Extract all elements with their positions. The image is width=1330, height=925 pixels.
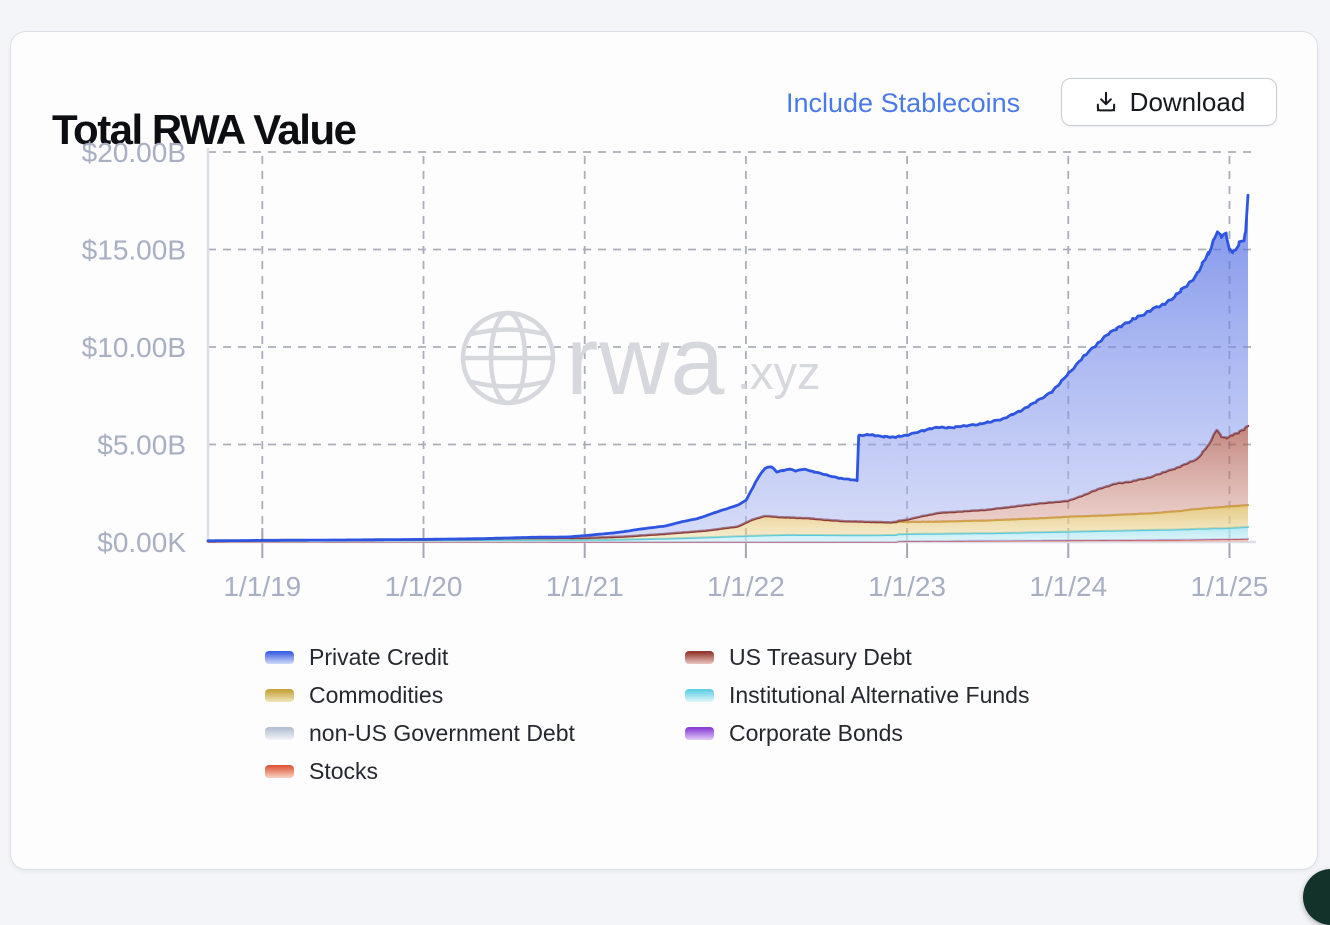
area-us_treasury_debt bbox=[208, 426, 1248, 541]
download-icon bbox=[1093, 89, 1119, 115]
x-axis-label: 1/1/22 bbox=[707, 571, 785, 602]
legend-item-corporate_bonds[interactable]: Corporate Bonds bbox=[685, 720, 1029, 747]
legend-item-non_us_government_debt[interactable]: non-US Government Debt bbox=[265, 720, 685, 747]
legend-label: Corporate Bonds bbox=[729, 719, 903, 746]
x-axis-label: 1/1/21 bbox=[546, 571, 624, 602]
area-private_credit bbox=[208, 195, 1248, 541]
line-private_credit bbox=[206, 193, 1250, 543]
legend-label: US Treasury Debt bbox=[729, 643, 912, 670]
area-institutional_alternative_funds bbox=[208, 526, 1248, 542]
y-axis-label: $10.00B bbox=[82, 332, 186, 363]
stacked-area-series bbox=[206, 193, 1250, 543]
legend-swatch-us_treasury_debt bbox=[685, 650, 714, 664]
include-stablecoins-link[interactable]: Include Stablecoins bbox=[786, 88, 1021, 118]
y-axis-label: $15.00B bbox=[82, 234, 186, 265]
legend-label: Private Credit bbox=[309, 643, 449, 670]
legend-item-stocks[interactable]: Stocks bbox=[265, 758, 685, 785]
x-axis-label: 1/1/24 bbox=[1029, 571, 1107, 602]
legend-item-us_treasury_debt[interactable]: US Treasury Debt bbox=[685, 644, 1029, 671]
legend-swatch-stocks bbox=[265, 764, 294, 778]
x-axis-label: 1/1/23 bbox=[868, 571, 946, 602]
legend-label: Institutional Alternative Funds bbox=[729, 681, 1030, 708]
watermark-text: rwa bbox=[566, 306, 725, 415]
download-button[interactable]: Download bbox=[1061, 78, 1277, 126]
x-axis-label: 1/1/25 bbox=[1191, 571, 1269, 602]
total-rwa-value-chart[interactable]: $0.00K $5.00B $10.00B $15.00B $20.00B 1/1/19 1… bbox=[0, 0, 1330, 620]
legend-item-institutional_alternative_funds[interactable]: Institutional Alternative Funds bbox=[685, 682, 1029, 709]
legend-swatch-non_us_government_debt bbox=[265, 726, 294, 740]
legend-swatch-private_credit bbox=[265, 650, 294, 664]
page-title: Total RWA Value bbox=[52, 106, 357, 154]
y-axis-label: $0.00K bbox=[97, 527, 186, 558]
legend-label: Commodities bbox=[309, 681, 444, 708]
chat-widget-button[interactable] bbox=[1303, 869, 1330, 925]
download-label: Download bbox=[1129, 86, 1246, 117]
legend-swatch-commodities bbox=[265, 688, 294, 702]
rwa-xyz-watermark bbox=[460, 310, 556, 406]
legend-item-private_credit[interactable]: Private Credit bbox=[265, 644, 685, 671]
legend-item-commodities[interactable]: Commodities bbox=[265, 682, 685, 709]
y-axis-label: $20.00B bbox=[82, 137, 186, 168]
x-axis-label: 1/1/19 bbox=[223, 571, 301, 602]
watermark-suffix: .xyz bbox=[737, 346, 821, 399]
chart-legend: Private Credit Commodities non-US Governme… bbox=[265, 638, 1029, 790]
legend-swatch-corporate_bonds bbox=[685, 726, 714, 740]
x-axis-label: 1/1/20 bbox=[385, 571, 463, 602]
area-commodities bbox=[208, 505, 1248, 541]
legend-swatch-institutional_alternative_funds bbox=[685, 688, 714, 702]
legend-label: Stocks bbox=[309, 757, 379, 784]
y-axis-label: $5.00B bbox=[97, 429, 186, 460]
legend-label: non-US Government Debt bbox=[309, 719, 575, 746]
